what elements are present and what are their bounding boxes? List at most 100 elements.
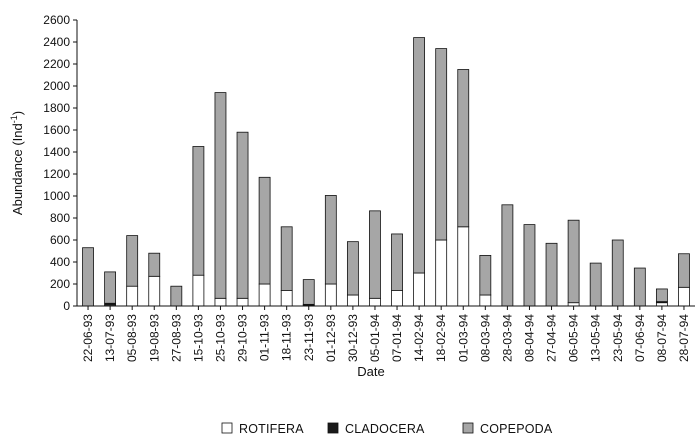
bar-copepoda [302,279,315,305]
x-tick-label: 08-04-94 [522,314,536,362]
bar-copepoda [655,288,668,303]
bar-copepoda [148,252,161,277]
bar-copepoda [435,48,448,241]
bar-rotifera [391,290,403,307]
y-tick-label: 0 [63,299,70,313]
y-axis-title-superscript: -1 [9,115,19,123]
bar-rotifera [479,294,492,307]
y-tick-label: 2600 [43,13,70,27]
legend-swatch-cladocera [327,422,339,434]
x-tick-label: 28-07-94 [677,314,691,362]
bar-copepoda [170,285,183,307]
bar-copepoda [192,146,205,276]
legend-swatch-copepoda [462,422,474,434]
bar-copepoda [457,69,470,228]
legend-label-cladocera: CLADOCERA [345,422,425,436]
bar-rotifera [435,239,448,307]
bar-copepoda [82,247,94,307]
bar-copepoda [589,262,602,307]
bar-rotifera [324,283,337,307]
y-tick-label: 1600 [43,123,70,137]
x-tick-label: 13-05-94 [589,314,603,362]
legend-swatch-rotifera [221,422,233,434]
bar-rotifera [457,226,470,307]
x-tick-label: 18-02-94 [434,314,448,362]
y-axis-title-main: Abundance (Ind [10,123,25,215]
bar-copepoda [545,242,558,307]
x-tick-label: 18-11-93 [280,314,294,361]
x-tick-label: 19-08-93 [147,314,161,362]
x-tick-label: 27-08-93 [169,314,183,362]
x-tick-label: 01-11-93 [258,314,272,361]
bar-rotifera [126,285,139,307]
x-tick-label: 05-01-94 [368,314,382,362]
x-tick-label: 08-07-94 [655,314,669,362]
x-tick-label: 13-07-93 [103,314,117,362]
bar-copepoda [324,195,337,285]
x-tick-label: 01-03-94 [456,314,470,362]
x-axis-title: Date [357,364,384,379]
y-tick-label: 400 [50,255,70,269]
y-tick-label: 200 [50,277,70,291]
y-tick-label: 2000 [43,79,70,93]
bar-copepoda [479,254,492,296]
bar-copepoda [280,226,293,292]
y-tick-label: 1200 [43,167,70,181]
x-tick-label: 05-08-93 [125,314,139,362]
x-tick-label: 08-03-94 [478,314,492,362]
y-tick-label: 800 [50,211,70,225]
bar-rotifera [148,275,161,307]
bar-rotifera [678,286,690,307]
bar-rotifera [369,297,381,307]
x-tick-label: 15-10-93 [191,314,205,362]
bar-rotifera [214,297,227,307]
bar-copepoda [126,235,139,287]
bar-copepoda [369,210,381,299]
bar-copepoda [236,131,249,299]
x-tick-label: 22-06-93 [81,314,95,362]
bar-copepoda [413,37,426,274]
y-tick-label: 2400 [43,35,70,49]
x-tick-label: 29-10-93 [236,314,250,362]
bar-copepoda [611,239,624,307]
legend: ROTIFERA CLADOCERA COPEPODA [221,422,553,436]
bar-rotifera [280,290,293,307]
bar-rotifera [346,294,359,307]
legend-label-rotifera: ROTIFERA [239,422,304,436]
svg-text:Abundance (Ind-1): Abundance (Ind-1) [9,111,25,215]
bar-copepoda [633,267,646,307]
x-tick-label: 01-12-93 [324,314,338,362]
y-tick-label: 1800 [43,101,70,115]
bar-copepoda [104,271,117,304]
bar-rotifera [192,274,205,307]
bar-copepoda [391,233,403,291]
bar-rotifera [236,297,249,307]
bar-copepoda [523,224,536,307]
bar-rotifera [413,272,426,307]
bar-copepoda [501,204,514,307]
x-tick-label: 28-03-94 [500,314,514,362]
x-tick-label: 06-05-94 [567,314,581,362]
x-tick-label: 14-02-94 [412,314,426,362]
x-tick-label: 07-06-94 [633,314,647,362]
x-tick-label: 30-12-93 [346,314,360,362]
bar-copepoda [258,176,271,285]
bar-copepoda [346,241,359,296]
bar-copepoda [678,253,690,288]
y-axis-title-suffix: ) [10,111,25,115]
x-tick-label: 23-11-93 [302,314,316,361]
x-tick-label: 07-01-94 [390,314,404,362]
x-tick-label: 27-04-94 [545,314,559,362]
x-tick-label: 25-10-93 [213,314,227,362]
x-tick-label: 23-05-94 [611,314,625,362]
bar-copepoda [567,219,580,304]
y-tick-label: 600 [50,233,70,247]
y-tick-label: 2200 [43,57,70,71]
legend-label-copepoda: COPEPODA [480,422,553,436]
y-tick-label: 1000 [43,189,70,203]
y-tick-label: 1400 [43,145,70,159]
bar-copepoda [214,92,227,299]
y-axis-title: Abundance (Ind-1) [9,111,25,215]
bar-rotifera [258,283,271,307]
